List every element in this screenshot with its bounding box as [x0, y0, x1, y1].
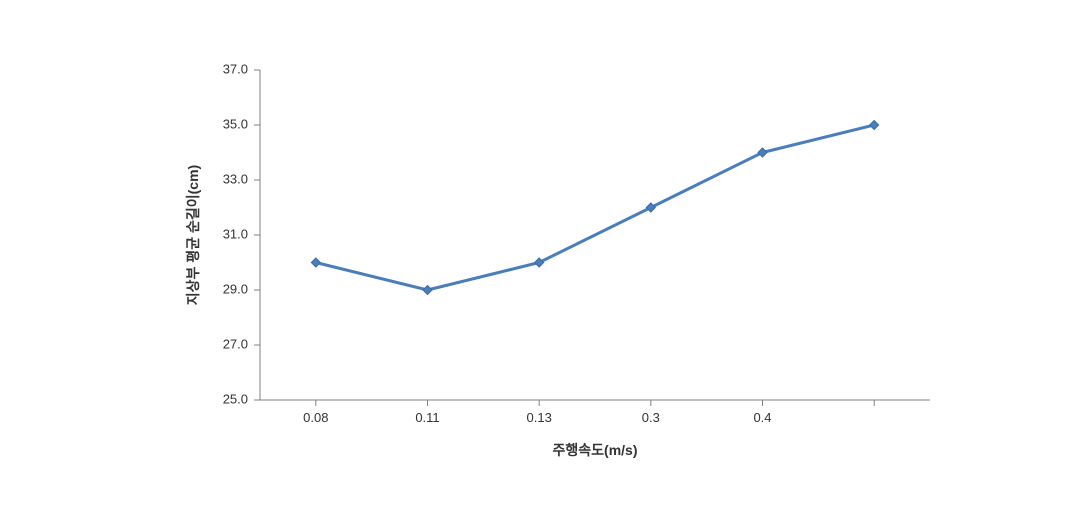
y-tick-label: 33.0 — [223, 171, 248, 186]
y-tick-label: 25.0 — [223, 391, 248, 406]
line-chart: 25.0 27.0 29.0 31.0 33.0 35.0 37.0 0.08 0.11 0.13… — [0, 0, 1082, 523]
y-tick-label: 37.0 — [223, 61, 248, 76]
chart-svg: 25.0 27.0 29.0 31.0 33.0 35.0 37.0 0.08 0.11 0.13… — [0, 0, 1082, 523]
x-tick-label: 0.4 — [753, 410, 771, 425]
x-tick-label: 0.13 — [527, 410, 552, 425]
x-tick-label: 0.08 — [303, 410, 328, 425]
x-tick-label: 0.3 — [642, 410, 660, 425]
y-tick-label: 27.0 — [223, 336, 248, 351]
y-axis-label: 지상부 평균 순길이(cm) — [185, 165, 201, 305]
y-tick-label: 29.0 — [223, 281, 248, 296]
y-tick-label: 35.0 — [223, 116, 248, 131]
x-axis-label: 주행속도(m/s) — [553, 442, 638, 458]
x-tick-label: 0.11 — [415, 410, 439, 425]
y-tick-label: 31.0 — [223, 226, 248, 241]
